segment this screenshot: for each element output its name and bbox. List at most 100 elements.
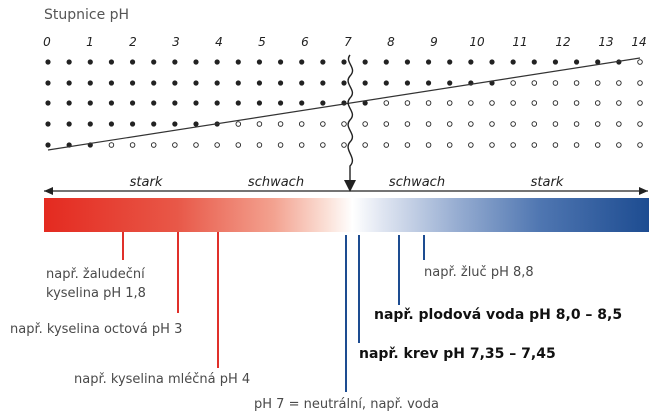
hollow-dot — [573, 121, 580, 127]
filled-dot — [256, 100, 263, 106]
hollow-dot — [531, 100, 538, 106]
filled-dot — [256, 59, 263, 65]
hollow-dot — [362, 121, 368, 127]
filled-dot — [193, 80, 199, 86]
filled-dot — [45, 142, 51, 148]
hollow-dot — [298, 121, 305, 127]
hollow-dot — [637, 59, 643, 65]
filled-dot — [172, 59, 178, 65]
hollow-dot — [341, 142, 347, 148]
diagonal-divider-line — [47, 57, 641, 151]
filled-dot — [214, 59, 220, 65]
filled-dot — [510, 59, 516, 65]
filled-dot — [108, 59, 115, 65]
hollow-dot — [235, 121, 242, 127]
filled-dot — [277, 80, 284, 86]
filled-dot — [193, 121, 199, 127]
axis-right-arrow — [639, 187, 648, 195]
filled-dot — [66, 80, 72, 86]
tick-10: 10 — [469, 35, 485, 49]
tick-8: 8 — [387, 35, 395, 49]
hollow-dot — [616, 121, 622, 127]
hollow-dot — [341, 121, 347, 127]
filled-dot — [214, 100, 220, 106]
hollow-dot — [193, 142, 199, 148]
filled-dot — [87, 121, 93, 127]
ph-gradient-bar — [44, 198, 649, 232]
filled-dot — [256, 80, 263, 86]
filled-dot — [362, 80, 368, 86]
hollow-dot — [446, 142, 453, 148]
filled-dot — [404, 80, 411, 86]
hollow-dot — [594, 100, 601, 106]
hollow-dot — [573, 100, 580, 106]
hollow-dot — [298, 142, 305, 148]
hollow-dot — [108, 142, 115, 148]
hollow-dot — [637, 100, 643, 106]
hollow-dot — [277, 142, 284, 148]
filled-dot — [299, 100, 305, 106]
filled-dot — [235, 80, 241, 86]
hollow-dot — [404, 121, 411, 127]
hollow-dot — [277, 121, 284, 127]
hollow-dot — [616, 80, 622, 86]
tick-13: 13 — [598, 35, 614, 49]
filled-dot — [45, 59, 51, 65]
hollow-dot — [616, 142, 622, 148]
neutral-squiggle-line — [347, 54, 354, 182]
scale-title: Stupnice pH — [44, 7, 130, 23]
hollow-dot — [256, 142, 263, 148]
hollow-dot — [383, 121, 390, 127]
zone-left-weak: schwach — [247, 175, 305, 190]
tick-7: 7 — [344, 35, 352, 49]
tick-1: 1 — [86, 35, 94, 49]
filled-dot — [341, 59, 347, 65]
filled-dot — [320, 59, 326, 65]
hollow-dot — [129, 142, 136, 148]
filled-dot — [531, 59, 537, 65]
filled-dot — [45, 100, 51, 106]
filled-dot — [383, 80, 389, 86]
filled-dot — [66, 121, 72, 127]
hollow-dot — [594, 121, 601, 127]
hollow-dot — [489, 121, 495, 127]
hollow-dot — [362, 142, 368, 148]
filled-dot — [129, 59, 136, 65]
tick-4: 4 — [215, 35, 223, 49]
filled-dot — [235, 59, 241, 65]
filled-dot — [573, 59, 580, 65]
amniotic-label: např. plodová voda pH 8,0 – 8,5 — [374, 307, 623, 323]
filled-dot — [45, 121, 51, 127]
filled-dot — [595, 59, 601, 65]
hollow-dot — [552, 121, 559, 127]
filled-dot — [151, 121, 157, 127]
stomach-label-line2: kyselina pH 1,8 — [46, 286, 146, 301]
tick-3: 3 — [172, 35, 180, 49]
lactic-label: např. kyselina mléčná pH 4 — [74, 372, 251, 387]
filled-dot — [383, 59, 389, 65]
stomach-label-line1: např. žaludeční — [46, 267, 145, 282]
hollow-dot — [320, 142, 326, 148]
filled-dot — [277, 100, 284, 106]
hollow-dot — [320, 121, 326, 127]
zone-right-weak: schwach — [388, 175, 446, 190]
hollow-dot — [510, 80, 516, 86]
filled-dot — [151, 59, 157, 65]
hollow-dot — [404, 100, 411, 106]
zone-right-strong: stark — [530, 175, 564, 190]
hollow-dot — [531, 142, 538, 148]
filled-dot — [108, 100, 115, 106]
tick-6: 6 — [301, 35, 309, 49]
hollow-dot — [214, 142, 220, 148]
hollow-dot — [552, 142, 559, 148]
hollow-dot — [425, 142, 432, 148]
hollow-dot — [425, 100, 432, 106]
filled-dot — [66, 59, 72, 65]
hollow-dot — [468, 100, 474, 106]
acetic-label: např. kyselina octová pH 3 — [10, 322, 183, 337]
hollow-dot — [489, 100, 495, 106]
hollow-dot — [616, 100, 622, 106]
hollow-dot — [510, 100, 516, 106]
hollow-dot — [235, 142, 242, 148]
hollow-dot — [637, 121, 643, 127]
